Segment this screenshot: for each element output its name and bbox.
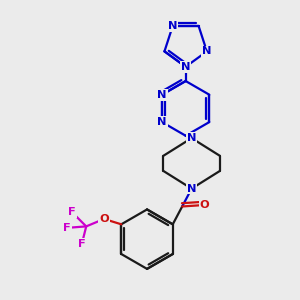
Text: N: N (181, 62, 190, 72)
Text: N: N (202, 46, 212, 56)
Text: F: F (78, 239, 85, 249)
Text: F: F (68, 207, 76, 217)
Text: O: O (99, 214, 109, 224)
Text: N: N (187, 184, 196, 194)
Text: O: O (200, 200, 209, 210)
Text: F: F (63, 223, 71, 233)
Text: N: N (187, 133, 196, 143)
Text: N: N (168, 22, 177, 32)
Text: N: N (157, 117, 167, 127)
Text: N: N (157, 90, 167, 100)
